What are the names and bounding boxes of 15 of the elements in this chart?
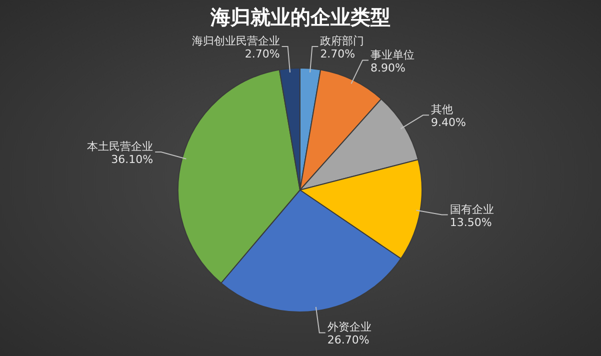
- data-label: 26.70%: [327, 334, 370, 347]
- data-label: 2.70%: [320, 48, 356, 61]
- slice-label: 海归创业民营企业: [192, 34, 280, 48]
- slice-label: 国有企业: [450, 202, 494, 216]
- data-label: 2.70%: [244, 48, 280, 61]
- data-label: 8.90%: [370, 61, 406, 74]
- slice-label: 本土民营企业: [87, 140, 154, 153]
- data-label: 9.40%: [431, 116, 466, 130]
- slice-label: 事业单位: [370, 48, 415, 62]
- data-label: 13.50%: [450, 216, 492, 229]
- slice-label: 其他: [431, 103, 454, 116]
- slice-label: 政府部门: [320, 34, 364, 48]
- data-label: 36.10%: [111, 153, 154, 166]
- slice-label: 外资企业: [327, 320, 372, 334]
- chart-title: 海归就业的企业类型: [210, 5, 390, 29]
